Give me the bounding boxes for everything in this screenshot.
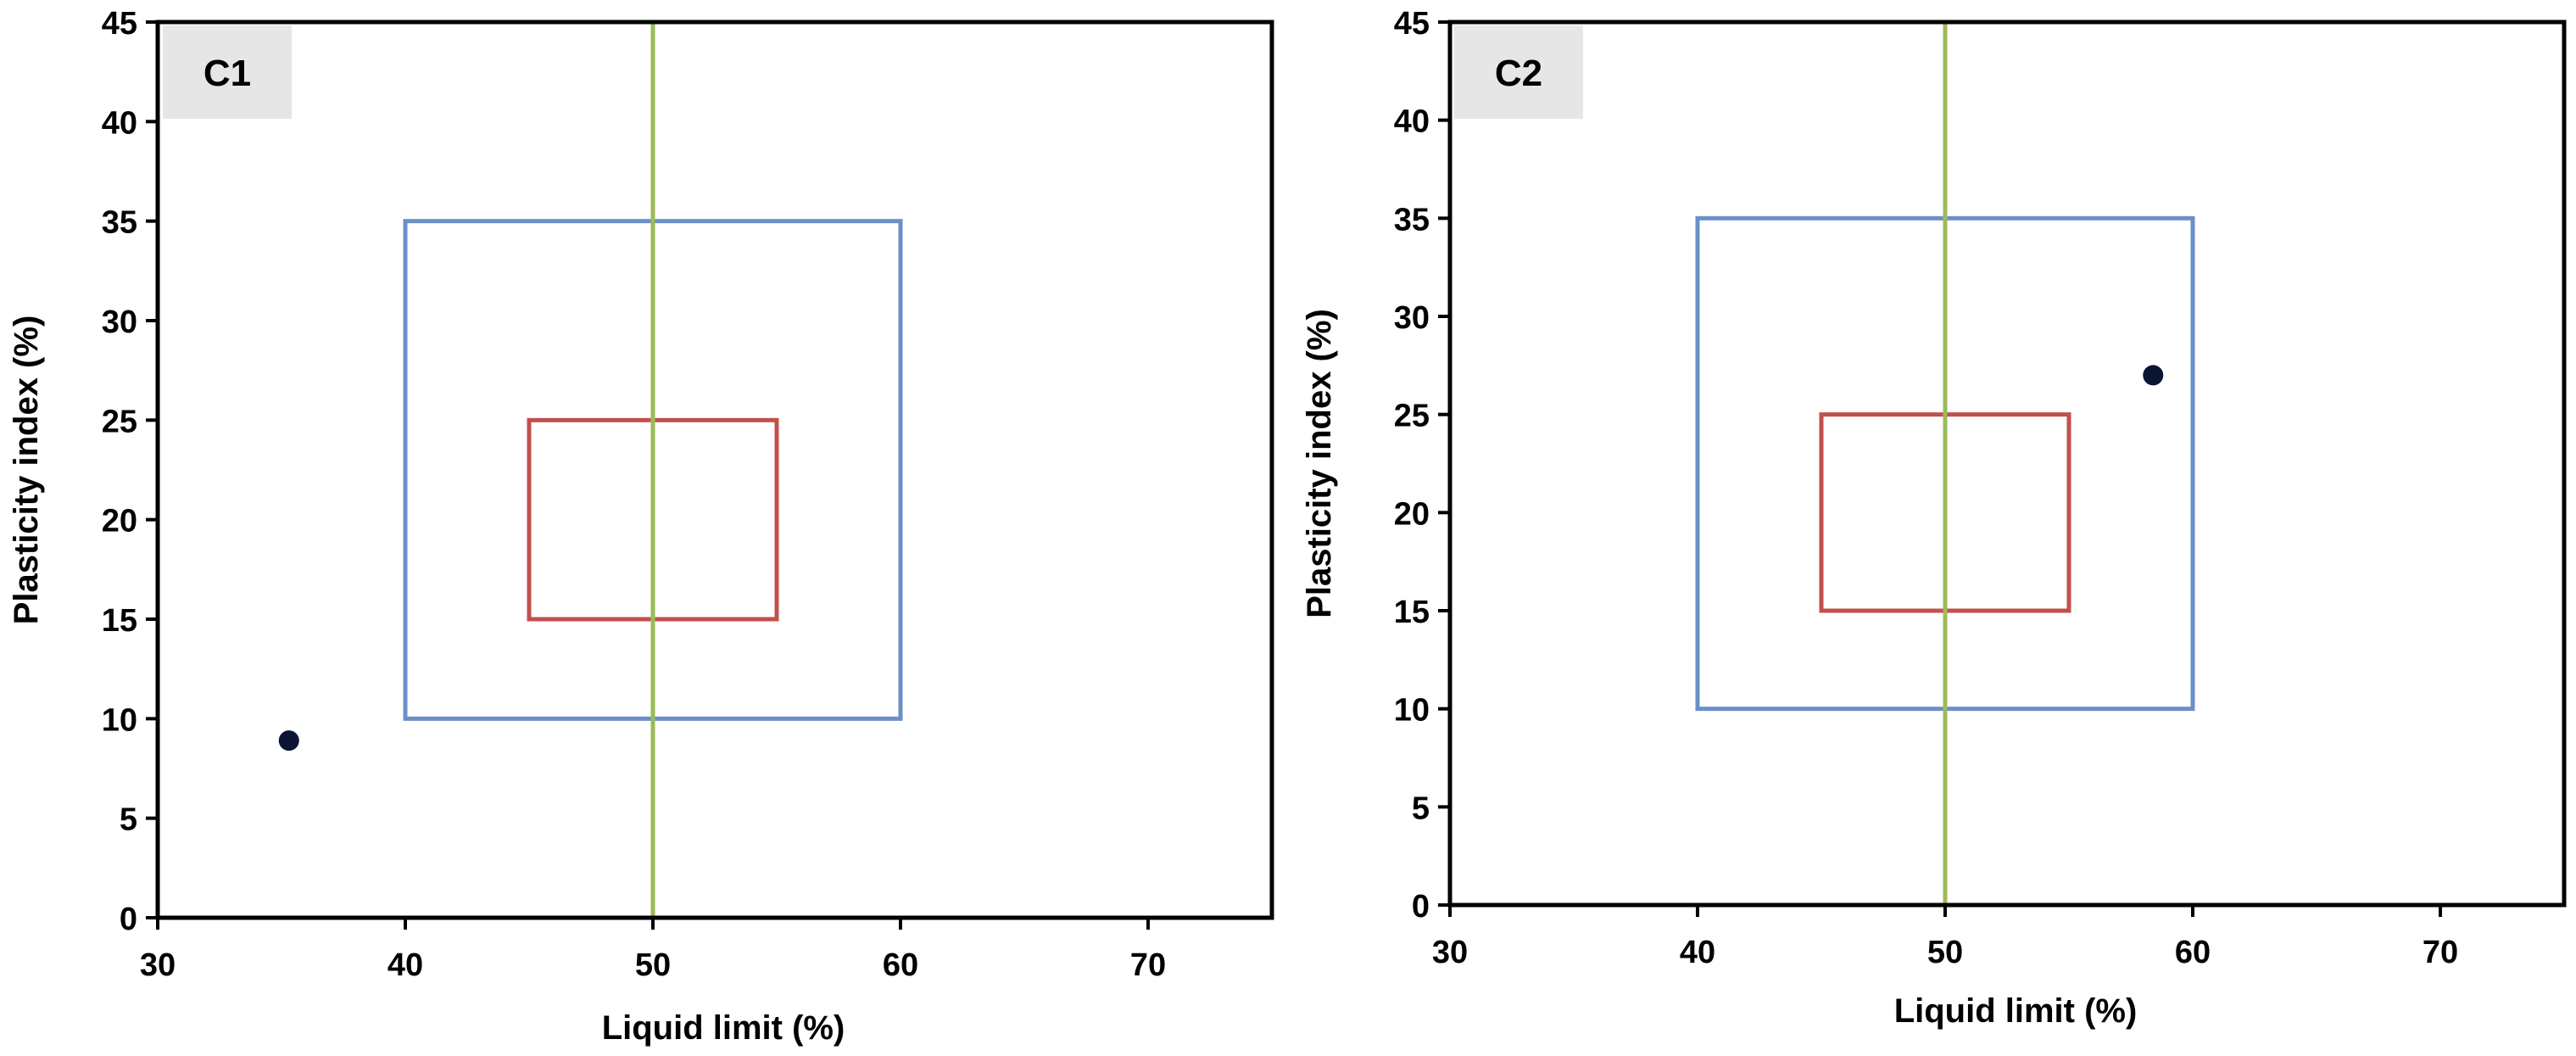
y-tick-label: 15 bbox=[102, 603, 137, 639]
x-axis-label: Liquid limit (%) bbox=[602, 1009, 845, 1047]
y-axis-label: Plasticity index (%) bbox=[1301, 309, 1338, 618]
y-tick-label: 15 bbox=[1394, 595, 1430, 630]
y-tick-label: 0 bbox=[1412, 889, 1430, 925]
plot-frame bbox=[1447, 20, 2567, 908]
panel-label-box bbox=[1454, 25, 1583, 119]
panel-label: C2 bbox=[1495, 53, 1542, 94]
panel-label-box bbox=[163, 25, 292, 119]
x-tick-label: 40 bbox=[1680, 935, 1715, 970]
x-tick-label: 40 bbox=[388, 947, 423, 983]
y-tick-label: 35 bbox=[102, 205, 137, 241]
y-tick-label: 10 bbox=[102, 702, 137, 738]
y-tick-label: 45 bbox=[102, 6, 137, 42]
x-tick-label: 50 bbox=[1927, 935, 1963, 970]
y-tick-label: 5 bbox=[1412, 791, 1430, 826]
y-tick-label: 20 bbox=[1394, 496, 1430, 532]
y-tick-label: 45 bbox=[1394, 6, 1430, 42]
y-tick-label: 35 bbox=[1394, 202, 1430, 237]
y-tick-label: 20 bbox=[102, 504, 137, 539]
y-tick-label: 40 bbox=[1394, 104, 1430, 140]
chart-panel-c2: C2 0 5 10 15 20 25 30 35 40 45 30 40 50 60 70 Liquid lim… bbox=[1301, 6, 2567, 1030]
x-tick-label: 60 bbox=[883, 947, 918, 983]
data-point bbox=[2143, 365, 2164, 386]
x-tick-label: 70 bbox=[1130, 947, 1166, 983]
y-axis-label: Plasticity index (%) bbox=[8, 316, 45, 625]
x-tick-label: 30 bbox=[140, 947, 176, 983]
plot-frame bbox=[155, 20, 1274, 920]
x-tick-label: 70 bbox=[2423, 935, 2458, 970]
y-tick-label: 40 bbox=[102, 105, 137, 141]
y-tick-label: 30 bbox=[1394, 300, 1430, 336]
y-tick-label: 25 bbox=[1394, 399, 1430, 434]
y-tick-label: 0 bbox=[120, 902, 137, 937]
x-tick-label: 60 bbox=[2175, 935, 2211, 970]
x-tick-label: 30 bbox=[1432, 935, 1468, 970]
y-tick-label: 30 bbox=[102, 305, 137, 340]
y-tick-label: 10 bbox=[1394, 693, 1430, 729]
chart-panel-c1: C1 0 5 10 15 20 25 30 35 40 45 30 40 50 60 70 Liquid lim… bbox=[8, 6, 1274, 1047]
y-tick-label: 5 bbox=[120, 802, 137, 838]
panel-label: C1 bbox=[204, 53, 251, 94]
x-axis-label: Liquid limit (%) bbox=[1894, 992, 2138, 1030]
data-point bbox=[278, 730, 299, 751]
y-tick-label: 25 bbox=[102, 404, 137, 439]
x-tick-label: 50 bbox=[635, 947, 671, 983]
